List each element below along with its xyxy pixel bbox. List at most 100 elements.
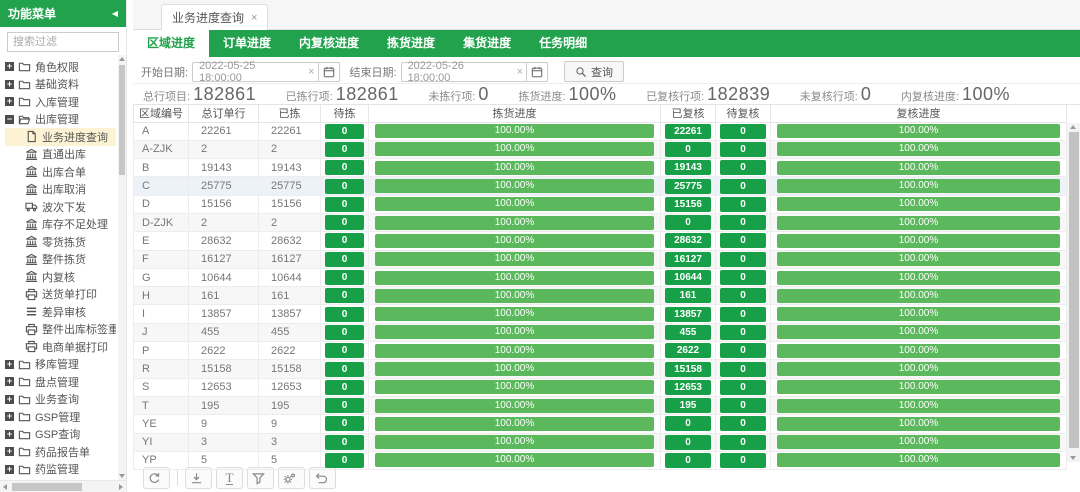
- sidebar-collapse-icon[interactable]: ◀: [111, 9, 118, 18]
- table-row-YP[interactable]: YP 5 5 0 100.00% 0 0 100.00%: [133, 450, 1067, 471]
- end-date-input[interactable]: 2022-05-26 18:00:00 ×: [400, 60, 548, 84]
- table-row-G[interactable]: G 10644 10644 0 100.00% 10644 0 100.00%: [133, 267, 1067, 288]
- column-header-区域编号[interactable]: 区域编号: [133, 105, 189, 123]
- sidebar-vertical-scrollbar[interactable]: [118, 55, 126, 480]
- nav-tab-区域进度[interactable]: 区域进度: [133, 30, 210, 57]
- scrollbar-thumb[interactable]: [119, 65, 125, 175]
- table-row-D-ZJK[interactable]: D-ZJK 2 2 0 100.00% 0 0 100.00%: [133, 212, 1067, 233]
- sidebar-item-GSP管理[interactable]: + GSP管理: [5, 408, 116, 426]
- toolbar-filter-button[interactable]: [247, 467, 274, 489]
- scroll-up-icon[interactable]: [119, 57, 125, 61]
- table-row-C[interactable]: C 25775 25775 0 100.00% 25775 0 100.00%: [133, 176, 1067, 196]
- table-row-P[interactable]: P 2622 2622 0 100.00% 2622 0 100.00%: [133, 341, 1067, 361]
- column-header-待拣[interactable]: 待拣: [320, 105, 369, 123]
- table-row-B[interactable]: B 19143 19143 0 100.00% 19143 0 100.00%: [133, 158, 1067, 178]
- column-header-拣货进度[interactable]: 拣货进度: [368, 105, 661, 123]
- scrollbar-thumb[interactable]: [12, 483, 82, 491]
- query-button[interactable]: 查询: [564, 61, 624, 82]
- count-badge: 15158: [665, 361, 711, 377]
- table-row-J[interactable]: J 455 455 0 100.00% 455 0 100.00%: [133, 322, 1067, 343]
- expand-icon[interactable]: +: [5, 428, 14, 439]
- expand-icon[interactable]: +: [5, 96, 14, 107]
- sidebar-item-角色权限[interactable]: + 角色权限: [5, 58, 116, 76]
- clear-icon[interactable]: ×: [308, 65, 315, 78]
- table-row-I[interactable]: I 13857 13857 0 100.00% 13857 0 100.00%: [133, 304, 1067, 324]
- table-row-D[interactable]: D 15156 15156 0 100.00% 15156 0 100.00%: [133, 194, 1067, 214]
- table-vertical-scrollbar[interactable]: [1067, 123, 1080, 462]
- nav-tab-订单进度[interactable]: 订单进度: [223, 36, 272, 50]
- sidebar-item-药品报告单[interactable]: + 药品报告单: [5, 443, 116, 461]
- sidebar-item-直通出库[interactable]: 直通出库: [5, 146, 116, 164]
- column-header-待复核[interactable]: 待复核: [715, 105, 771, 123]
- table-row-H[interactable]: H 161 161 0 100.00% 161 0 100.00%: [133, 286, 1067, 306]
- sidebar-item-整件出库标签重打[interactable]: 整件出库标签重打: [5, 321, 116, 339]
- sidebar-item-出库管理[interactable]: − 出库管理: [5, 111, 116, 129]
- nav-tab-集货进度[interactable]: 集货进度: [463, 36, 512, 50]
- scroll-left-icon[interactable]: [3, 484, 7, 490]
- column-header-已拣[interactable]: 已拣: [258, 105, 321, 123]
- table-row-A[interactable]: A 22261 22261 0 100.00% 22261 0 100.00%: [133, 121, 1067, 141]
- summary-item: 总行项目: 182861: [143, 84, 256, 105]
- expand-icon[interactable]: +: [5, 463, 14, 474]
- table-row-T[interactable]: T 195 195 0 100.00% 195 0 100.00%: [133, 395, 1067, 416]
- toolbar-divider: [177, 470, 178, 486]
- table-row-R[interactable]: R 15158 15158 0 100.00% 15158 0 100.00%: [133, 359, 1067, 379]
- column-header-总订单行[interactable]: 总订单行: [188, 105, 259, 123]
- sidebar-item-入库管理[interactable]: + 入库管理: [5, 93, 116, 111]
- sidebar-item-基础资料[interactable]: + 基础资料: [5, 76, 116, 94]
- clear-icon[interactable]: ×: [516, 65, 523, 78]
- tab-business-progress-query[interactable]: 业务进度查询 ×: [161, 4, 269, 30]
- sidebar-item-出库取消[interactable]: 出库取消: [5, 181, 116, 199]
- table-row-YI[interactable]: YI 3 3 0 100.00% 0 0 100.00%: [133, 432, 1067, 452]
- expand-icon[interactable]: +: [5, 78, 14, 89]
- table-row-A-ZJK[interactable]: A-ZJK 2 2 0 100.00% 0 0 100.00%: [133, 139, 1067, 160]
- sidebar-item-GSP查询[interactable]: + GSP查询: [5, 426, 116, 444]
- sidebar-horizontal-scrollbar[interactable]: [0, 480, 126, 492]
- sidebar-item-出库合单[interactable]: 出库合单: [5, 163, 116, 181]
- scroll-right-icon[interactable]: [119, 484, 123, 490]
- column-header-复核进度[interactable]: 复核进度: [770, 105, 1067, 123]
- toolbar-gears-button[interactable]: [278, 467, 305, 489]
- sidebar-item-内复核[interactable]: 内复核: [5, 268, 116, 286]
- sidebar-item-盘点管理[interactable]: + 盘点管理: [5, 373, 116, 391]
- table-row-F[interactable]: F 16127 16127 0 100.00% 16127 0 100.00%: [133, 249, 1067, 269]
- toolbar-refresh-button[interactable]: [143, 467, 170, 489]
- expand-icon[interactable]: +: [5, 358, 14, 369]
- sidebar-item-整件拣货[interactable]: 整件拣货: [5, 251, 116, 269]
- calendar-icon[interactable]: [317, 62, 339, 81]
- nav-tab-拣货进度[interactable]: 拣货进度: [387, 36, 436, 50]
- expand-icon[interactable]: +: [5, 393, 14, 404]
- nav-tab-内复核进度[interactable]: 内复核进度: [299, 36, 360, 50]
- toolbar-text-button[interactable]: T: [216, 467, 243, 489]
- sidebar-item-移库管理[interactable]: + 移库管理: [5, 356, 116, 374]
- sidebar-item-零货拣货[interactable]: 零货拣货: [5, 233, 116, 251]
- table-row-S[interactable]: S 12653 12653 0 100.00% 12653 0 100.00%: [133, 377, 1067, 397]
- sidebar-item-库存不足处理[interactable]: 库存不足处理: [5, 216, 116, 234]
- sidebar-item-差异审核[interactable]: 差异审核: [5, 303, 116, 321]
- expand-icon[interactable]: +: [5, 61, 14, 72]
- collapse-icon[interactable]: −: [5, 113, 14, 124]
- expand-icon[interactable]: +: [5, 446, 14, 457]
- tab-close-icon[interactable]: ×: [251, 11, 258, 24]
- scroll-down-icon[interactable]: [1070, 456, 1076, 460]
- sidebar-item-业务进度查询[interactable]: 业务进度查询: [5, 128, 116, 146]
- calendar-icon[interactable]: [526, 62, 547, 81]
- sidebar-item-业务查询[interactable]: + 业务查询: [5, 391, 116, 409]
- sidebar-item-波次下发[interactable]: 波次下发: [5, 198, 116, 216]
- nav-tab-任务明细[interactable]: 任务明细: [539, 36, 588, 50]
- sidebar-search-input[interactable]: [7, 32, 119, 52]
- toolbar-undo-button[interactable]: [309, 467, 336, 489]
- table-row-E[interactable]: E 28632 28632 0 100.00% 28632 0 100.00%: [133, 231, 1067, 251]
- sidebar-item-药监管理[interactable]: + 药监管理: [5, 461, 116, 479]
- sidebar-item-送货单打印[interactable]: 送货单打印: [5, 286, 116, 304]
- start-date-input[interactable]: 2022-05-25 18:00:00 ×: [192, 60, 340, 84]
- column-header-已复核[interactable]: 已复核: [660, 105, 716, 123]
- scrollbar-thumb[interactable]: [1068, 132, 1079, 448]
- sidebar-item-电商单据打印[interactable]: 电商单据打印: [5, 338, 116, 356]
- expand-icon[interactable]: +: [5, 411, 14, 422]
- scroll-up-icon[interactable]: [1070, 125, 1076, 129]
- scroll-down-icon[interactable]: [119, 474, 125, 478]
- table-row-YE[interactable]: YE 9 9 0 100.00% 0 0 100.00%: [133, 414, 1067, 434]
- toolbar-export-button[interactable]: [185, 467, 212, 489]
- expand-icon[interactable]: +: [5, 376, 14, 387]
